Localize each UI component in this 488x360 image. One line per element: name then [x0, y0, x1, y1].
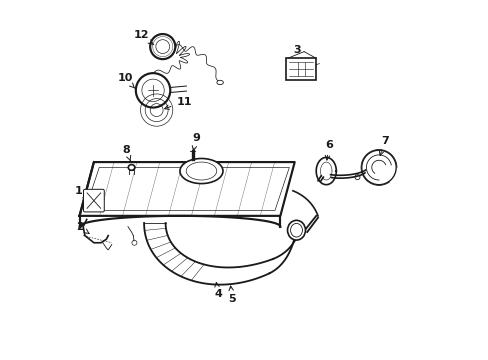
Text: 4: 4 — [214, 282, 222, 298]
Ellipse shape — [287, 220, 305, 240]
Text: 6: 6 — [325, 140, 332, 160]
Ellipse shape — [180, 158, 223, 184]
Ellipse shape — [128, 165, 135, 170]
Ellipse shape — [217, 80, 223, 85]
Text: 2: 2 — [76, 222, 89, 234]
Ellipse shape — [290, 224, 302, 237]
Text: 1: 1 — [74, 186, 87, 199]
Text: 12: 12 — [134, 30, 153, 45]
Text: 5: 5 — [228, 286, 236, 304]
FancyBboxPatch shape — [83, 189, 104, 212]
Text: 7: 7 — [379, 136, 388, 156]
Text: 10: 10 — [117, 73, 134, 88]
Text: 8: 8 — [122, 145, 130, 161]
FancyBboxPatch shape — [286, 58, 315, 80]
Text: 11: 11 — [164, 97, 191, 109]
Polygon shape — [80, 162, 294, 216]
Text: 9: 9 — [192, 132, 200, 150]
Ellipse shape — [186, 162, 216, 180]
Text: 3: 3 — [292, 45, 300, 65]
